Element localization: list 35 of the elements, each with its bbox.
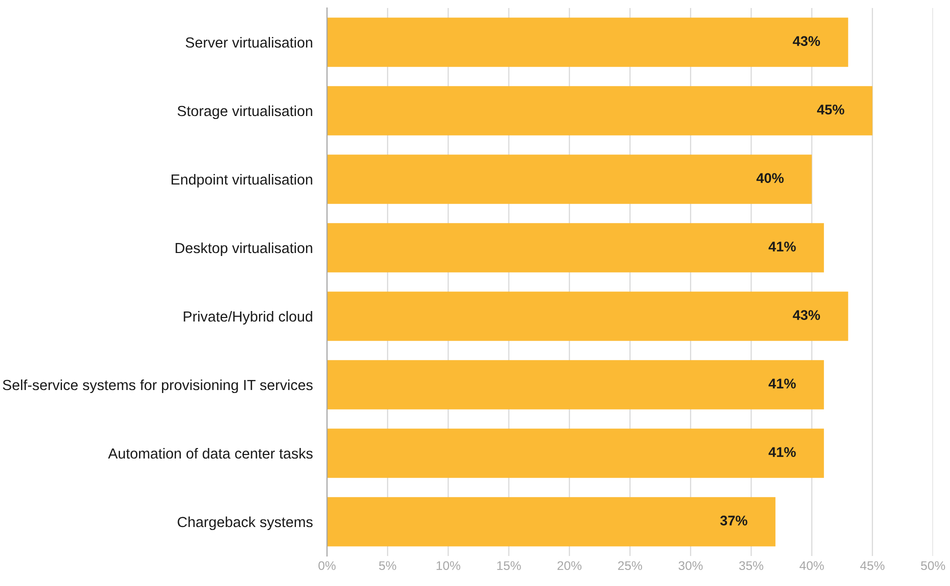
bar <box>327 18 848 67</box>
x-tick-label: 50% <box>920 561 946 570</box>
data-label: 41% <box>768 447 796 457</box>
y-tick-label: Automation of data center tasks <box>108 448 313 459</box>
data-label: 43% <box>792 310 820 320</box>
data-label: 37% <box>720 516 748 526</box>
bar <box>327 86 872 136</box>
data-label: 45% <box>817 104 844 114</box>
y-tick-label: Chargeback systems <box>178 516 313 530</box>
x-tick-label: 5% <box>379 561 396 570</box>
y-tick-label: Private/Hybrid cloud <box>184 310 312 325</box>
data-label: 40% <box>756 173 784 183</box>
bar <box>327 428 824 478</box>
data-label: 43% <box>792 36 820 46</box>
bar <box>327 292 848 341</box>
y-tick-label: Desktop virtualisation <box>176 242 312 256</box>
y-tick-label: Storage virtualisation <box>178 105 312 120</box>
y-tick-label: Endpoint virtualisation <box>172 174 312 188</box>
bar <box>327 360 824 410</box>
y-tick-label: Server virtualisation <box>186 36 312 48</box>
bar <box>327 497 776 546</box>
x-tick-label: 15% <box>497 561 521 570</box>
x-tick-label: 25% <box>618 561 642 570</box>
x-tick-label: 45% <box>860 561 884 570</box>
data-label: 41% <box>768 378 796 388</box>
x-tick-label: 20% <box>558 561 582 570</box>
bar <box>327 223 824 272</box>
x-tick-label: 0% <box>318 561 336 570</box>
y-tick-label: Self-service systems for provisioning IT services <box>2 379 313 394</box>
bar <box>327 154 812 204</box>
x-tick-label: 10% <box>436 561 460 570</box>
x-tick-label: 35% <box>739 561 764 570</box>
data-label: 41% <box>768 242 796 252</box>
x-tick-label: 30% <box>678 561 703 570</box>
x-tick-label: 40% <box>800 561 824 570</box>
